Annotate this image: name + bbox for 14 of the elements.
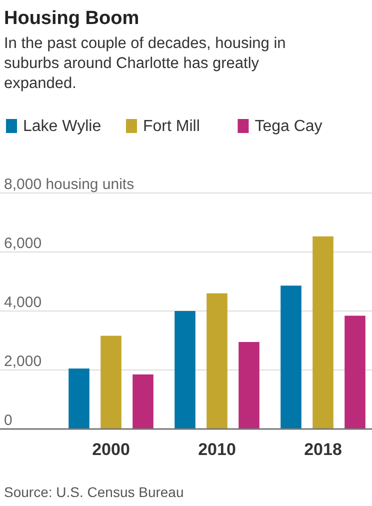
chart-title: Housing Boom: [4, 8, 140, 29]
legend-label: Tega Cay: [254, 118, 322, 135]
y-tick-label: 2,000: [4, 353, 42, 370]
chart-subtitle: In the past couple of decades, housing in suburbs around Charlotte has greatly expanded.: [4, 35, 286, 92]
y-tick-label: 4,000: [4, 294, 42, 311]
source-note: Source: U.S. Census Bureau: [4, 484, 184, 500]
y-tick-label: 6,000: [4, 235, 42, 252]
y-tick-label: 0: [4, 412, 12, 429]
x-tick-label: 2000: [92, 440, 130, 459]
legend-label: Fort Mill: [143, 118, 200, 135]
x-tick-label: 2010: [198, 440, 236, 459]
x-tick-label: 2018: [304, 440, 342, 459]
legend-label: Lake Wylie: [23, 118, 102, 135]
y-tick-label: 8,000 housing units: [4, 176, 134, 193]
